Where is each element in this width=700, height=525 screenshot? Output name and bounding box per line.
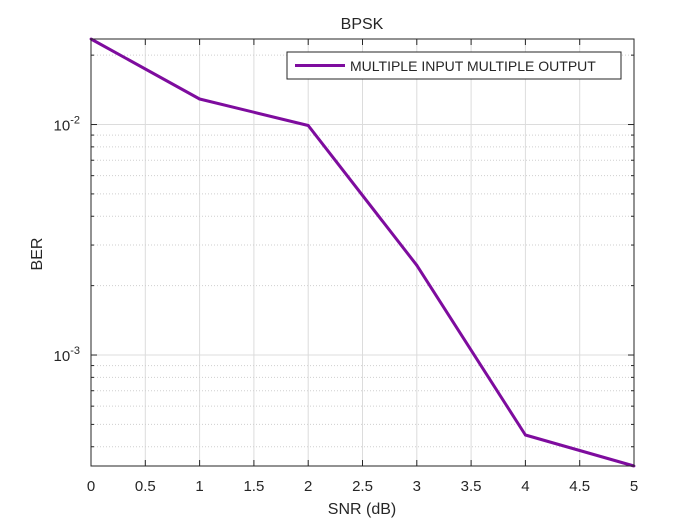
x-tick-label: 0.5 [135,478,156,495]
y-axis-label: BER [29,238,46,271]
legend-label: MULTIPLE INPUT MULTIPLE OUTPUT [350,58,596,74]
data-point [415,263,419,267]
data-point [524,433,527,437]
y-tick-label: 10-2 [54,115,80,135]
x-tick-label: 0 [87,478,95,495]
x-axis-label: SNR (dB) [328,501,396,518]
x-tick-label: 3 [413,478,421,495]
y-tick-label-base: 10 [54,348,71,365]
x-tick-label: 3.5 [461,478,482,495]
y-tick-label: 10-3 [54,345,80,365]
grid [91,39,634,466]
data-point [198,97,202,101]
x-tick-label: 4.5 [569,478,590,495]
series-line [90,37,635,468]
x-tick-label: 1.5 [243,478,264,495]
x-tick-label: 4 [521,478,529,495]
ticks: 10-210-30 0.5 1 1.5 2 2.5 3 3.5 4 4.5 5 [54,39,638,495]
x-tick-label: 2 [304,478,312,495]
y-tick-label-base: 10 [54,118,71,135]
legend[interactable]: MULTIPLE INPUT MULTIPLE OUTPUT [286,51,622,80]
y-tick-label-exponent: -3 [70,345,80,357]
data-point [306,124,310,127]
y-tick-label-exponent: -2 [70,115,80,127]
x-tick-label: 2.5 [352,478,373,495]
x-tick-label: 5 [630,478,638,495]
x-tick-label: 1 [195,478,203,495]
chart-title: BPSK [341,16,384,33]
